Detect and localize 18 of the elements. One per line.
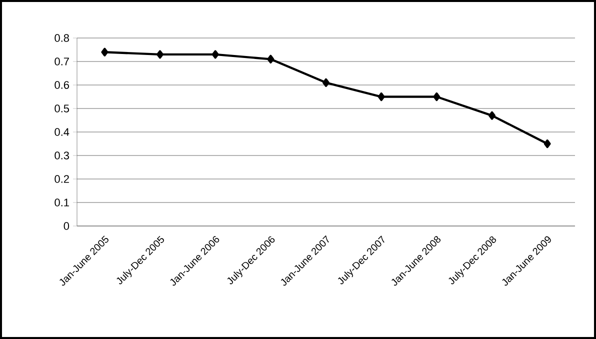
y-tick-label: 0.7 (54, 58, 69, 66)
y-tick-label: 0.2 (54, 175, 69, 183)
y-tick-label: 0.6 (54, 81, 69, 89)
point (322, 78, 330, 87)
point (544, 139, 551, 148)
y-tick-label: 0 (64, 222, 70, 230)
y-tick-label: 0.5 (54, 104, 70, 112)
y-tick-label: 0.8 (54, 34, 69, 42)
point (378, 92, 385, 102)
y-tick-label: 0.1 (54, 198, 69, 206)
point (488, 111, 496, 120)
y-tick-label: 0.4 (54, 128, 70, 136)
point (101, 48, 108, 56)
y-tick-label: 0.3 (54, 152, 69, 160)
point (267, 54, 274, 64)
point (433, 92, 440, 102)
point (212, 50, 219, 59)
point (156, 50, 164, 59)
